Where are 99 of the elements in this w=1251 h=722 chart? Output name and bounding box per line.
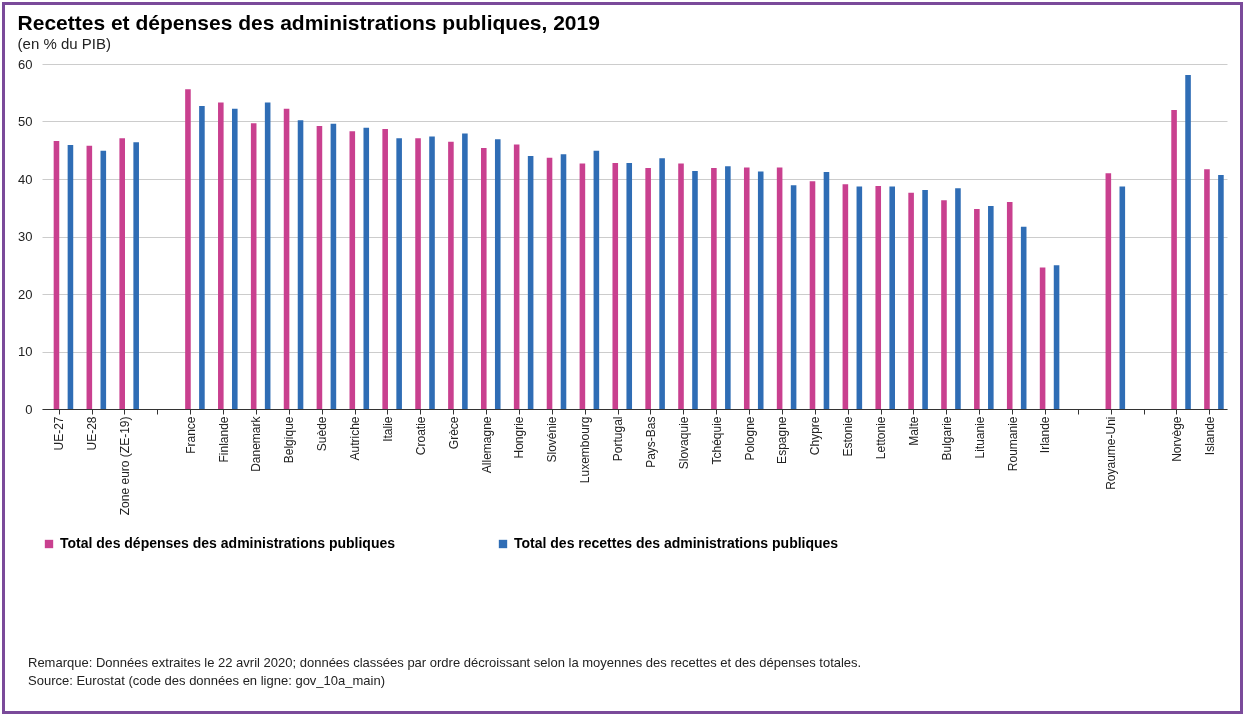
chart-subtitle: (en % du PIB) bbox=[17, 35, 111, 52]
x-tick-label: Hongrie bbox=[512, 416, 527, 459]
bar bbox=[790, 185, 797, 409]
bar bbox=[809, 181, 816, 409]
x-tick-label: Pologne bbox=[742, 416, 757, 461]
bar bbox=[889, 186, 895, 409]
legend-label: Total des recettes des administrations publiques bbox=[514, 535, 839, 551]
x-tick-label: Roumanie bbox=[1005, 416, 1020, 472]
bar bbox=[757, 171, 764, 409]
source-note: Source: Eurostat (code des données en ligne: gov_10a_main) bbox=[28, 673, 386, 689]
bar bbox=[1185, 74, 1191, 409]
x-tick-label: Bulgarie bbox=[939, 416, 954, 461]
x-tick-label: UE-27 bbox=[52, 416, 67, 451]
y-tick-label: 40 bbox=[18, 171, 33, 187]
bar bbox=[462, 133, 468, 409]
x-tick-label: Allemagne bbox=[479, 416, 494, 474]
bar bbox=[743, 167, 750, 409]
x-tick-label: Zone euro (ZE-19) bbox=[118, 416, 132, 516]
x-tick-label: Portugal bbox=[611, 416, 626, 462]
x-tick-label: Royaume-Uni bbox=[1104, 416, 1119, 490]
x-tick-label: Grèce bbox=[446, 416, 461, 450]
bar bbox=[875, 185, 882, 409]
bar bbox=[711, 168, 717, 409]
bar bbox=[1204, 169, 1210, 409]
x-tick-label: Belgique bbox=[282, 416, 297, 464]
bar bbox=[941, 200, 947, 409]
bar bbox=[199, 105, 205, 409]
bar bbox=[415, 138, 421, 409]
bar bbox=[1006, 202, 1013, 409]
bar bbox=[1053, 265, 1060, 409]
x-tick-label: Pays-Bas bbox=[643, 416, 658, 468]
text: Remarque: Données extraites le 22 avril 2020; données classées par ordre décroissant selon la moyennes des recettes et des dépenses totales. bbox=[28, 655, 863, 671]
bar bbox=[659, 158, 665, 409]
bar bbox=[494, 139, 501, 409]
bar bbox=[842, 184, 849, 409]
x-tick-label: Irlande bbox=[1038, 416, 1053, 454]
x-tick-label: Autriche bbox=[348, 416, 363, 461]
x-tick-label: Croatie bbox=[413, 416, 428, 456]
bar bbox=[560, 154, 567, 409]
bar bbox=[645, 168, 651, 409]
x-tick-label: Islande bbox=[1202, 416, 1217, 456]
bar bbox=[1218, 174, 1224, 409]
bar bbox=[678, 163, 684, 409]
x-tick-label: Tchéquie bbox=[709, 416, 724, 465]
bar bbox=[119, 138, 125, 409]
bar bbox=[1105, 173, 1112, 409]
y-tick-label: 20 bbox=[18, 286, 33, 302]
bar bbox=[185, 89, 191, 409]
bar bbox=[363, 127, 370, 409]
bar bbox=[908, 192, 914, 409]
y-tick-label: 60 bbox=[18, 56, 33, 72]
x-tick-label: Estonie bbox=[841, 416, 856, 457]
bar bbox=[448, 141, 454, 409]
bar bbox=[856, 186, 863, 409]
y-tick-label: 0 bbox=[25, 401, 33, 417]
bar bbox=[1119, 186, 1126, 409]
x-tick-label: Slovaquie bbox=[676, 416, 691, 470]
bar bbox=[612, 162, 619, 409]
x-tick-label: Norvège bbox=[1169, 416, 1184, 462]
x-tick-label: Slovénie bbox=[545, 416, 560, 463]
bar bbox=[725, 166, 731, 409]
x-tick-label: Italie bbox=[380, 416, 395, 442]
bar bbox=[692, 170, 698, 409]
legend-label: Total des dépenses des administrations publiques bbox=[60, 535, 396, 551]
bar bbox=[429, 136, 435, 409]
x-tick-label: Malte bbox=[906, 416, 921, 446]
bar bbox=[316, 126, 323, 409]
bar bbox=[922, 189, 928, 409]
x-tick-label: Espagne bbox=[775, 416, 790, 464]
bar bbox=[231, 108, 238, 409]
bar bbox=[955, 188, 961, 409]
x-tick-label: Lettonie bbox=[874, 416, 889, 460]
bar bbox=[133, 142, 139, 409]
bar bbox=[480, 147, 487, 409]
bar bbox=[396, 138, 402, 409]
bar bbox=[988, 206, 994, 409]
bar bbox=[349, 131, 356, 409]
x-tick-label: Danemark bbox=[249, 415, 264, 472]
bar bbox=[823, 172, 830, 409]
y-tick-label: 30 bbox=[18, 229, 33, 244]
x-tick-label: Finlande bbox=[216, 416, 231, 463]
bar bbox=[626, 162, 633, 409]
bar bbox=[579, 163, 586, 409]
x-tick-label: Luxembourg bbox=[578, 416, 593, 484]
x-tick-label: UE-28 bbox=[85, 416, 100, 451]
y-tick-label: 10 bbox=[18, 344, 33, 359]
bar bbox=[218, 102, 224, 409]
bar bbox=[382, 128, 388, 409]
x-tick-label: France bbox=[183, 416, 198, 454]
bar bbox=[974, 208, 980, 409]
bar bbox=[53, 141, 60, 409]
x-tick-label: Chypre bbox=[808, 416, 823, 456]
bar bbox=[297, 120, 304, 409]
x-tick-label: Lituanie bbox=[972, 416, 987, 459]
y-tick-label: 50 bbox=[18, 114, 33, 129]
bar bbox=[250, 123, 257, 409]
bar bbox=[1171, 110, 1177, 409]
x-tick-label: Suède bbox=[315, 416, 330, 452]
chart-title: Recettes et dépenses des administrations publiques, 2019 bbox=[17, 11, 600, 34]
